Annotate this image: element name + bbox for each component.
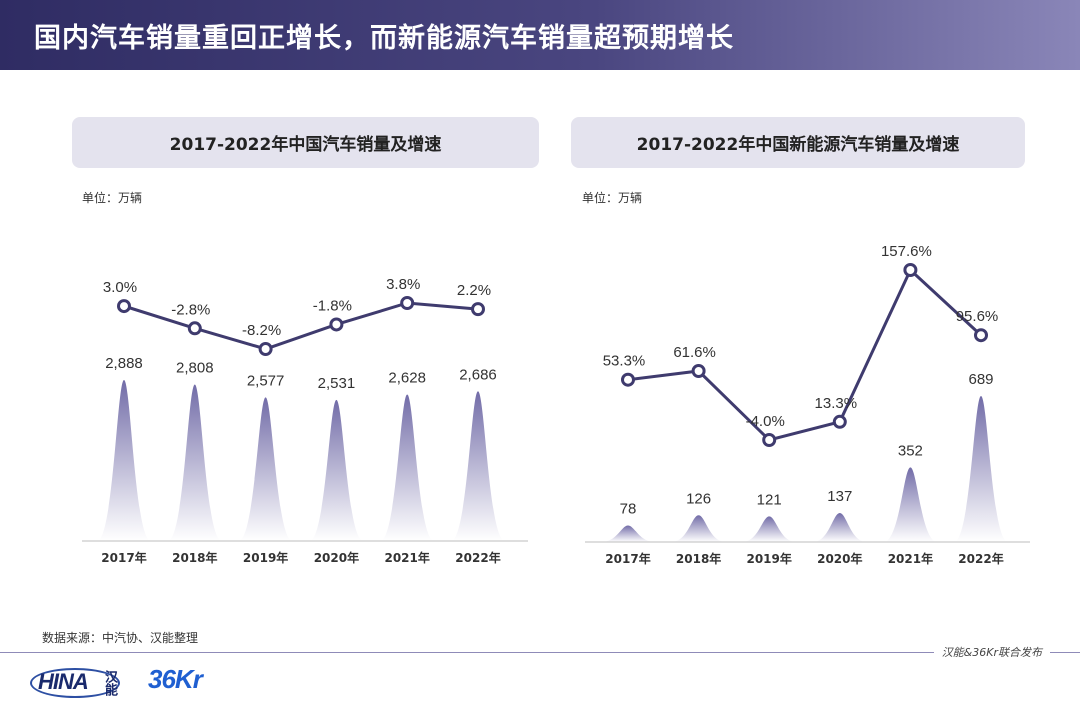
right-chart-title: 2017-2022年中国新能源汽车销量及增速 — [636, 135, 960, 155]
right-bar-label-3: 137 — [827, 488, 852, 505]
right-x-tick-4: 2021年 — [888, 551, 933, 566]
left-unit-label: 单位：万辆 — [82, 191, 143, 205]
left-growth-label-1: -2.8% — [171, 301, 210, 318]
left-bar-label-1: 2,808 — [176, 359, 214, 376]
right-bar-3 — [812, 512, 867, 542]
right-growth-label-1: 61.6% — [673, 344, 716, 361]
right-bar-5 — [954, 396, 1008, 542]
right-growth-label-4: 157.6% — [881, 243, 932, 260]
page-title: 国内汽车销量重回正增长，而新能源汽车销量超预期增长 — [34, 23, 734, 54]
right-bar-label-5: 689 — [968, 371, 993, 388]
right-bar-label-4: 352 — [898, 442, 923, 459]
left-bar-label-3: 2,531 — [318, 375, 356, 392]
right-growth-point-2 — [762, 433, 777, 447]
left-growth-point-3 — [329, 317, 344, 332]
publisher-label: 汉能&36Kr联合发布 — [933, 644, 1050, 660]
right-growth-point-1 — [691, 363, 706, 378]
left-bar-label-2: 2,577 — [247, 372, 285, 389]
right-growth-point-0 — [621, 372, 635, 387]
hina-logo: HINA 汉能 — [30, 664, 125, 698]
right-growth-point-5 — [974, 328, 988, 343]
left-chart: 2,888 2017年 2,808 2018年 2,577 2019年 2,531 2020年… — [82, 276, 528, 565]
right-x-tick-1: 2018年 — [676, 551, 721, 566]
right-bar-label-0: 78 — [620, 500, 637, 517]
left-chart-title-panel: 2017-2022年中国汽车销量及增速 — [72, 117, 539, 168]
left-bar-5 — [451, 391, 505, 541]
footer-divider — [0, 652, 1080, 653]
left-growth-label-5: 2.2% — [457, 282, 491, 299]
left-growth-point-1 — [187, 321, 202, 336]
36kr-logo: 36Kr — [148, 664, 203, 694]
left-bar-2 — [238, 397, 293, 541]
left-bar-0 — [97, 380, 151, 541]
right-growth-line — [627, 267, 983, 442]
right-growth-label-3: 13.3% — [815, 395, 858, 412]
right-growth-label-2: -4.0% — [746, 413, 785, 430]
left-growth-point-5 — [471, 302, 485, 317]
right-growth-point-3 — [832, 414, 847, 429]
left-chart-title: 2017-2022年中国汽车销量及增速 — [169, 135, 442, 155]
right-bar-2 — [742, 516, 797, 542]
right-growth-point-4 — [903, 263, 918, 277]
right-x-tick-0: 2017年 — [605, 551, 650, 566]
left-bar-1 — [167, 384, 222, 541]
right-x-tick-5: 2022年 — [958, 551, 1003, 566]
data-source: 数据来源：中汽协、汉能整理 — [42, 631, 199, 645]
left-bar-label-5: 2,686 — [459, 366, 497, 383]
logo-hina-text: HINA — [38, 669, 89, 694]
right-growth-label-0: 53.3% — [603, 353, 646, 370]
logo-hina-cn: 汉能 — [102, 670, 117, 696]
left-growth-label-2: -8.2% — [242, 322, 281, 339]
left-growth-point-0 — [117, 299, 131, 314]
left-bar-4 — [380, 394, 435, 541]
logo-ring — [30, 668, 120, 698]
left-x-tick-4: 2021年 — [384, 550, 429, 565]
left-growth-label-0: 3.0% — [103, 279, 137, 296]
left-bar-label-0: 2,888 — [105, 355, 143, 372]
left-growth-line — [123, 301, 479, 351]
right-x-tick-3: 2020年 — [817, 551, 862, 566]
left-x-tick-1: 2018年 — [172, 550, 217, 565]
left-x-tick-3: 2020年 — [314, 550, 359, 565]
left-bar-label-4: 2,628 — [388, 369, 426, 386]
left-growth-point-4 — [400, 296, 415, 310]
right-chart: 78 2017年 126 2018年 121 2019年 137 2020年 352 2021年 6… — [585, 243, 1030, 566]
right-bar-1 — [671, 515, 726, 542]
left-x-tick-2: 2019年 — [243, 550, 288, 565]
right-chart-title-panel: 2017-2022年中国新能源汽车销量及增速 — [571, 117, 1025, 168]
right-growth-label-5: 95.6% — [956, 308, 999, 325]
left-x-tick-0: 2017年 — [101, 550, 146, 565]
right-unit-label: 单位：万辆 — [582, 191, 643, 205]
right-bar-label-2: 121 — [757, 491, 782, 508]
right-bar-4 — [883, 467, 938, 542]
right-bar-0 — [601, 525, 655, 542]
left-x-tick-5: 2022年 — [455, 550, 500, 565]
right-x-tick-2: 2019年 — [746, 551, 791, 566]
left-growth-label-3: -1.8% — [313, 297, 352, 314]
left-growth-label-4: 3.8% — [386, 276, 420, 293]
left-growth-point-2 — [258, 342, 273, 356]
left-bar-3 — [309, 399, 364, 541]
right-bar-label-1: 126 — [686, 490, 711, 507]
header-banner: 国内汽车销量重回正增长，而新能源汽车销量超预期增长 — [0, 0, 1080, 70]
